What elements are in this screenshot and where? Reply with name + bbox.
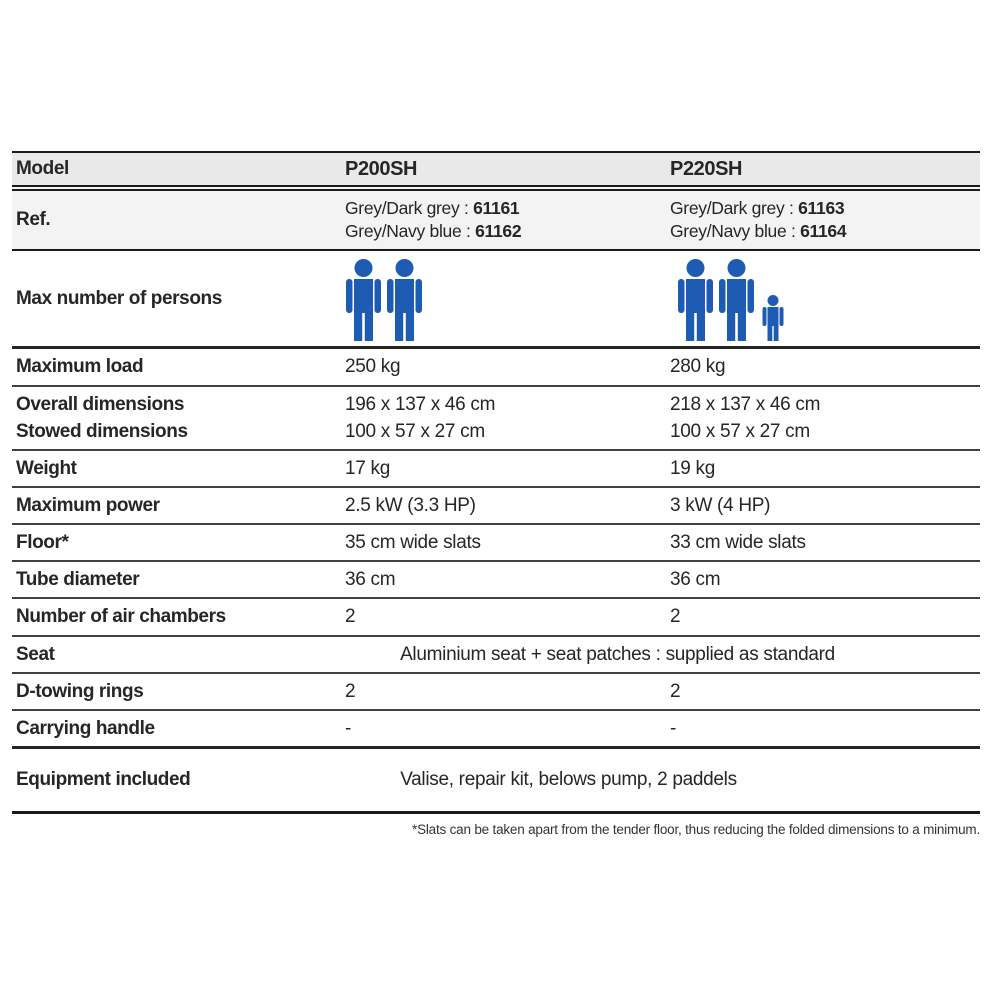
ref-line: Grey/Navy blue : 61162 xyxy=(345,220,670,243)
row-dimensions: Overall dimensions Stowed dimensions 196… xyxy=(12,385,980,449)
stowed-dimensions-value: 100 x 57 x 27 cm xyxy=(345,421,485,442)
ref-color-label: Grey/Navy blue : xyxy=(345,221,476,241)
row-persons-label: Max number of persons xyxy=(16,287,222,309)
equipment-value: Valise, repair kit, belows pump, 2 padde… xyxy=(400,769,737,790)
d-towing-rings-p220sh: 2 xyxy=(670,680,681,702)
seat-value: Aluminium seat + seat patches : supplied… xyxy=(400,643,835,665)
ref-line: Grey/Navy blue : 61164 xyxy=(670,220,980,243)
max-power-p220sh: 3 kW (4 HP) xyxy=(670,494,771,516)
floor-p220sh: 33 cm wide slats xyxy=(670,531,806,553)
row-seat: Seat Aluminium seat + seat patches : sup… xyxy=(12,635,980,672)
ref-number: 61163 xyxy=(798,198,845,218)
d-towing-rings-p200sh: 2 xyxy=(345,680,356,702)
row-ref-label: Ref. xyxy=(16,209,51,230)
stowed-dimensions-label: Stowed dimensions xyxy=(16,421,188,442)
ref-line: Grey/Dark grey : 61163 xyxy=(670,197,980,220)
overall-dimensions-value: 218 x 137 x 46 cm xyxy=(670,394,821,415)
row-tube-diameter: Tube diameter 36 cm 36 cm xyxy=(12,560,980,597)
row-carrying-handle: Carrying handle - - xyxy=(12,709,980,746)
row-weight-label: Weight xyxy=(16,457,77,479)
ref-line: Grey/Dark grey : 61161 xyxy=(345,197,670,220)
persons-p200sh xyxy=(345,251,670,346)
adult-person-icon xyxy=(718,259,755,341)
row-tube-diameter-label: Tube diameter xyxy=(16,568,140,590)
max-load-p200sh: 250 kg xyxy=(345,356,401,377)
overall-dimensions-value: 196 x 137 x 46 cm xyxy=(345,394,496,415)
ref-number: 61162 xyxy=(475,221,522,241)
ref-color-label: Grey/Dark grey : xyxy=(345,198,474,218)
adult-person-icon xyxy=(677,259,714,341)
carrying-handle-p200sh: - xyxy=(345,717,352,739)
max-load-p220sh: 280 kg xyxy=(670,356,726,377)
row-model-label: Model xyxy=(16,158,69,179)
max-power-p200sh: 2.5 kW (3.3 HP) xyxy=(345,494,476,516)
row-air-chambers: Number of air chambers 2 2 xyxy=(12,597,980,635)
adult-person-icon xyxy=(345,259,382,341)
weight-p220sh: 19 kg xyxy=(670,457,715,479)
row-equipment: Equipment included Valise, repair kit, b… xyxy=(12,746,980,814)
row-dimensions-label: Overall dimensions Stowed dimensions xyxy=(12,391,345,445)
row-carrying-handle-label: Carrying handle xyxy=(16,717,155,739)
ref-p200sh: Grey/Dark grey : 61161 Grey/Navy blue : … xyxy=(345,197,670,243)
footnote: *Slats can be taken apart from the tende… xyxy=(412,822,980,837)
persons-p220sh xyxy=(670,251,980,346)
row-ref: Ref. Grey/Dark grey : 61161 Grey/Navy bl… xyxy=(12,185,980,249)
row-d-towing-rings: D-towing rings 2 2 xyxy=(12,672,980,709)
model-name-p200sh: P200SH xyxy=(345,158,418,180)
ref-number: 61164 xyxy=(800,221,847,241)
carrying-handle-p220sh: - xyxy=(670,717,677,739)
ref-color-label: Grey/Dark grey : xyxy=(670,198,799,218)
row-max-power: Maximum power 2.5 kW (3.3 HP) 3 kW (4 HP… xyxy=(12,486,980,523)
air-chambers-p200sh: 2 xyxy=(345,606,356,627)
spec-table: Model P200SH P220SH Ref. Grey/Dark grey … xyxy=(12,151,980,814)
row-air-chambers-label: Number of air chambers xyxy=(16,606,226,627)
floor-p200sh: 35 cm wide slats xyxy=(345,531,481,553)
child-person-icon xyxy=(762,295,784,341)
adult-person-icon xyxy=(386,259,423,341)
tube-diameter-p220sh: 36 cm xyxy=(670,568,721,590)
row-persons: Max number of persons xyxy=(12,249,980,346)
dimensions-p200sh: 196 x 137 x 46 cm 100 x 57 x 27 cm xyxy=(345,391,670,445)
ref-p220sh: Grey/Dark grey : 61163 Grey/Navy blue : … xyxy=(670,197,980,243)
row-d-towing-rings-label: D-towing rings xyxy=(16,680,144,702)
row-max-power-label: Maximum power xyxy=(16,494,160,516)
row-model: Model P200SH P220SH xyxy=(12,151,980,185)
dimensions-p220sh: 218 x 137 x 46 cm 100 x 57 x 27 cm xyxy=(670,391,980,445)
model-name-p220sh: P220SH xyxy=(670,158,743,180)
stowed-dimensions-value: 100 x 57 x 27 cm xyxy=(670,421,810,442)
row-weight: Weight 17 kg 19 kg xyxy=(12,449,980,486)
row-seat-label: Seat xyxy=(16,643,55,665)
ref-number: 61161 xyxy=(473,198,520,218)
row-max-load-label: Maximum load xyxy=(16,356,144,377)
row-equipment-label: Equipment included xyxy=(16,769,191,790)
row-floor: Floor* 35 cm wide slats 33 cm wide slats xyxy=(12,523,980,560)
ref-color-label: Grey/Navy blue : xyxy=(670,221,801,241)
tube-diameter-p200sh: 36 cm xyxy=(345,568,396,590)
overall-dimensions-label: Overall dimensions xyxy=(16,394,185,415)
air-chambers-p220sh: 2 xyxy=(670,606,681,627)
row-floor-label: Floor* xyxy=(16,531,69,553)
weight-p200sh: 17 kg xyxy=(345,457,390,479)
row-max-load: Maximum load 250 kg 280 kg xyxy=(12,346,980,385)
